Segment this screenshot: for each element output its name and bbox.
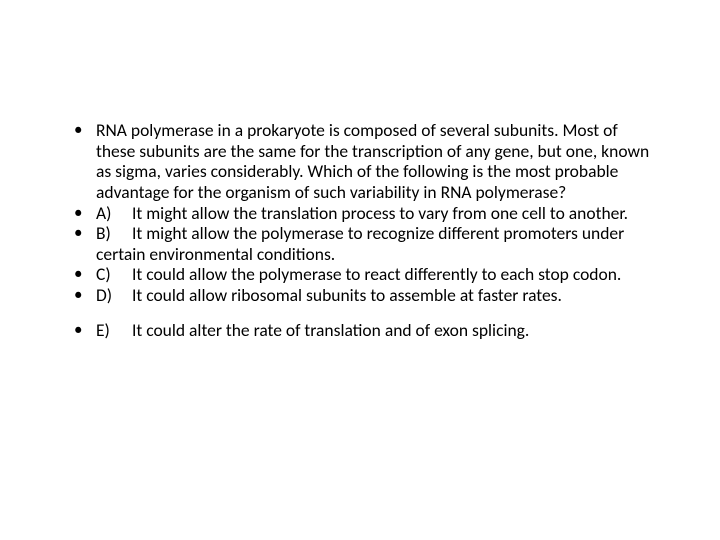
option-c-text: It could allow the polymerase to react d… [132,263,621,285]
option-d-label: D) [96,285,128,306]
option-a: A) It might allow the translation proces… [60,203,660,224]
option-b-text: It might allow the polymerase to recogni… [96,222,624,265]
option-e-text: It could alter the rate of translation a… [132,319,529,341]
question-body: RNA polymerase in a prokaryote is compos… [96,119,649,203]
option-a-text: It might allow the translation process t… [132,202,628,224]
option-d: D) It could allow ribosomal subunits to … [60,285,660,306]
bullet-list: RNA polymerase in a prokaryote is compos… [60,120,660,340]
slide-content: RNA polymerase in a prokaryote is compos… [0,0,720,540]
option-e: E) It could alter the rate of translatio… [60,320,660,341]
option-e-label: E) [96,320,128,341]
question-text: RNA polymerase in a prokaryote is compos… [60,120,660,203]
option-c: C) It could allow the polymerase to reac… [60,264,660,285]
option-b-label: B) [96,223,128,244]
option-a-label: A) [96,203,128,224]
option-b: B) It might allow the polymerase to reco… [60,223,660,264]
option-c-label: C) [96,264,128,285]
option-d-text: It could allow ribosomal subunits to ass… [132,284,562,306]
